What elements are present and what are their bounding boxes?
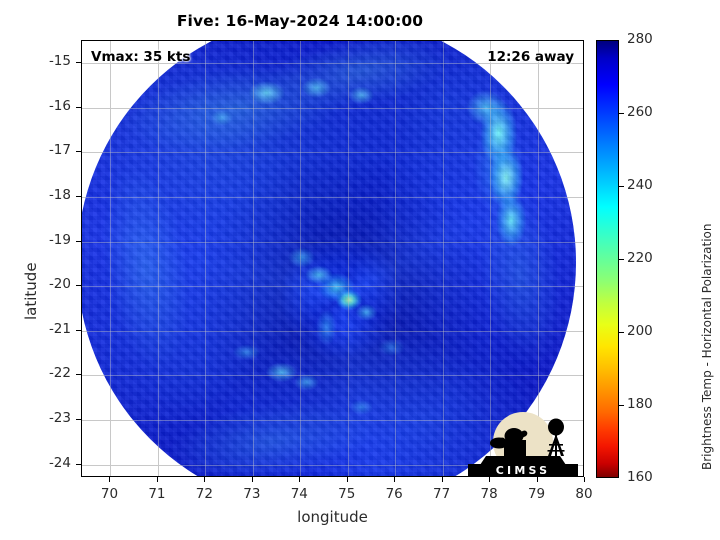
cimss-logo-text: CIMSS — [496, 464, 550, 477]
page-title: Five: 16-May-2024 14:00:00 — [176, 12, 424, 30]
x-tick-label: 78 — [480, 486, 498, 502]
x-tick-mark — [441, 477, 443, 482]
y-tick-mark — [76, 419, 81, 421]
gridline-horizontal — [82, 330, 583, 332]
gridline-horizontal — [82, 464, 583, 466]
y-tick-mark — [76, 62, 81, 64]
swath-layer — [82, 41, 583, 476]
x-tick-mark — [109, 477, 111, 482]
gridline-vertical — [205, 41, 207, 476]
x-tick-label: 76 — [385, 486, 403, 502]
colorbar-tick-label: 240 — [627, 177, 653, 193]
gridline-vertical — [110, 41, 112, 476]
gridline-vertical — [537, 41, 539, 476]
y-tick-label: -23 — [48, 410, 71, 427]
y-tick-label: -17 — [48, 142, 71, 159]
colorbar-tick-label: 220 — [627, 250, 653, 266]
x-axis-label: longitude — [297, 508, 368, 526]
x-tick-label: 77 — [433, 486, 451, 502]
colorbar-tick-label: 180 — [627, 396, 653, 412]
y-tick-label: -19 — [48, 231, 71, 248]
gridline-vertical — [252, 41, 254, 476]
gridline-horizontal — [82, 375, 583, 377]
time-away-annotation: 12:26 away — [487, 49, 574, 65]
y-tick-label: -15 — [48, 53, 71, 70]
y-tick-label: -22 — [48, 365, 71, 382]
x-tick-label: 75 — [338, 486, 356, 502]
colorbar-tick-mark — [619, 405, 624, 406]
microwave-brightness-temperature-disk — [82, 41, 576, 476]
x-tick-mark — [204, 477, 206, 482]
gridline-vertical — [395, 41, 397, 476]
x-tick-mark — [536, 477, 538, 482]
gridline-horizontal — [82, 197, 583, 199]
y-tick-label: -16 — [48, 97, 71, 114]
colorbar-label: Brightness Temp - Horizontal Polarizatio… — [700, 223, 714, 470]
x-tick-mark — [394, 477, 396, 482]
gridline-horizontal — [82, 107, 583, 109]
x-tick-label: 80 — [575, 486, 593, 502]
gridline-horizontal — [82, 152, 583, 154]
gridline-vertical — [490, 41, 492, 476]
y-tick-mark — [76, 463, 81, 465]
y-tick-mark — [76, 329, 81, 331]
y-tick-mark — [76, 151, 81, 153]
x-tick-label: 72 — [195, 486, 213, 502]
y-axis-label: latitude — [22, 262, 40, 320]
gridline-vertical — [157, 41, 159, 476]
x-tick-label: 79 — [527, 486, 546, 502]
colorbar-tick-mark — [619, 113, 624, 114]
colorbar-tick-label: 280 — [627, 31, 653, 47]
gridline-vertical — [300, 41, 302, 476]
x-tick-label: 73 — [243, 486, 261, 502]
x-tick-label: 71 — [148, 486, 166, 502]
x-tick-label: 74 — [290, 486, 308, 502]
y-tick-label: -20 — [48, 276, 71, 293]
y-tick-mark — [76, 196, 81, 198]
y-tick-label: -21 — [48, 320, 71, 337]
gridline-vertical — [347, 41, 349, 476]
x-tick-mark — [584, 477, 585, 482]
y-tick-mark — [76, 106, 81, 108]
y-tick-mark — [76, 285, 81, 287]
colorbar-tick-mark — [619, 186, 624, 187]
y-tick-label: -18 — [48, 187, 71, 204]
colorbar — [596, 40, 619, 478]
colorbar-tick-mark — [619, 332, 624, 333]
x-tick-mark — [346, 477, 348, 482]
x-tick-mark — [156, 477, 158, 482]
y-tick-mark — [76, 240, 81, 242]
gridline-horizontal — [82, 241, 583, 243]
gridline-horizontal — [82, 63, 583, 65]
y-tick-mark — [76, 374, 81, 376]
x-tick-mark — [299, 477, 301, 482]
gridline-vertical — [442, 41, 444, 476]
gridline-horizontal — [82, 420, 583, 422]
x-tick-label: 70 — [100, 486, 119, 502]
colorbar-tick-label: 160 — [627, 469, 653, 485]
colorbar-tick-label: 260 — [627, 104, 653, 120]
gridline-horizontal — [82, 286, 583, 288]
plot-area: Vmax: 35 kts 12:26 away — [81, 40, 584, 477]
y-tick-label: -24 — [48, 454, 71, 471]
colorbar-tick-label: 200 — [627, 323, 653, 339]
x-tick-mark — [489, 477, 491, 482]
vmax-annotation: Vmax: 35 kts — [91, 49, 191, 65]
colorbar-tick-mark — [619, 259, 624, 260]
x-tick-mark — [251, 477, 253, 482]
cimss-logo: CIMSS — [468, 412, 578, 477]
